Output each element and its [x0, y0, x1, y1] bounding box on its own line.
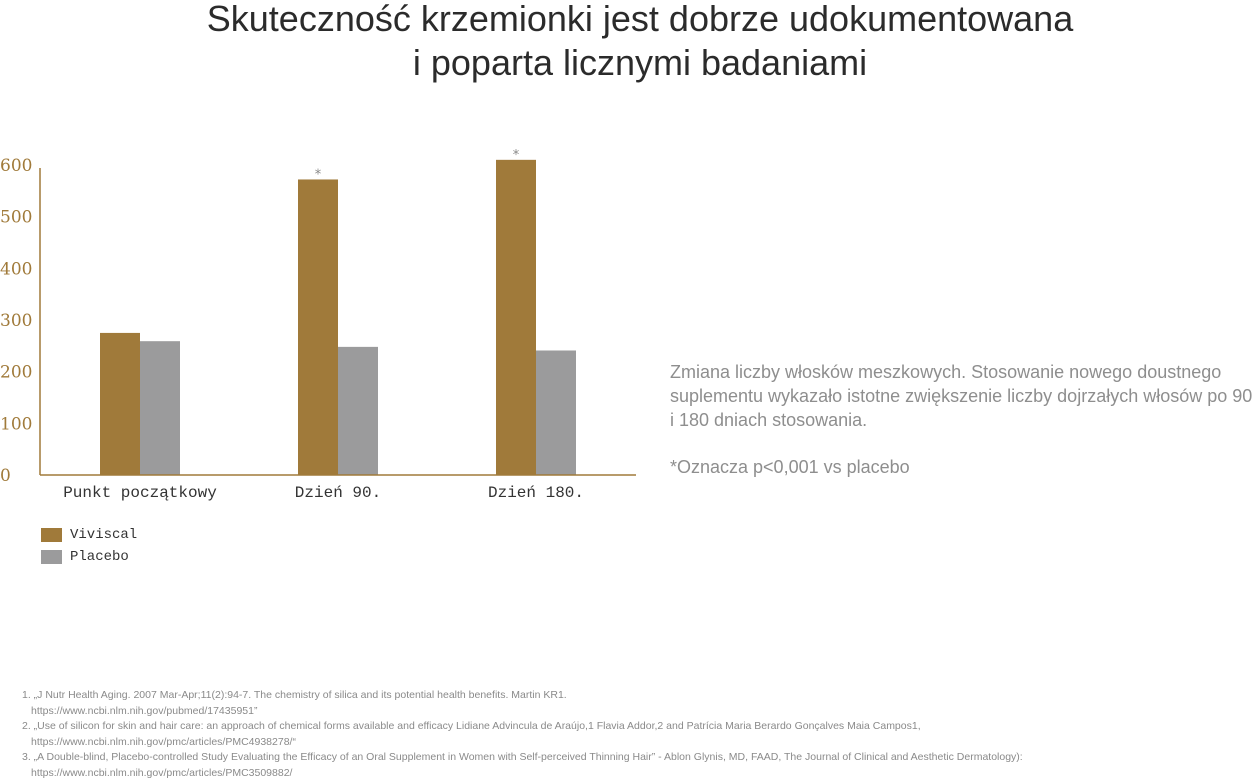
bars-group: [100, 159, 576, 476]
y-tick-label: 400: [0, 259, 32, 279]
reference-3-url: https://www.ncbi.nlm.nih.gov/pmc/article…: [31, 766, 293, 779]
caption-text: Zmiana liczby włosków meszkowych. Stosow…: [670, 362, 1252, 430]
bar-placebo-1: [140, 341, 180, 475]
reference-2-text: 2. „Use of silicon for skin and hair car…: [22, 720, 921, 732]
references: 1. „J Nutr Health Aging. 2007 Mar-Apr;11…: [22, 688, 1222, 781]
legend-item-placebo: Placebo: [41, 546, 137, 568]
reference-1-text: 1. „J Nutr Health Aging. 2007 Mar-Apr;11…: [22, 689, 567, 701]
significance-asterisk: *: [315, 167, 322, 182]
reference-3-text: 3. „A Double-blind, Placebo-controlled S…: [22, 751, 1023, 763]
x-axis-labels: Punkt początkowy Dzień 90. Dzień 180.: [63, 484, 584, 502]
y-tick-label: 100: [0, 414, 32, 434]
chart-legend: Viviscal Placebo: [41, 524, 137, 568]
y-tick-label: 0: [0, 466, 11, 486]
bar-viviscal-1: [100, 332, 140, 475]
page-title: Skuteczność krzemionki jest dobrze udoku…: [0, 0, 1252, 85]
bar-viviscal-2: [298, 179, 338, 475]
y-tick-label: 500: [0, 208, 32, 228]
legend-swatch-viviscal: [41, 528, 62, 542]
significance-markers: **: [315, 148, 520, 183]
legend-label-placebo: Placebo: [70, 549, 129, 565]
y-tick-label: 300: [0, 311, 32, 331]
title-line-1: Skuteczność krzemionki jest dobrze udoku…: [206, 0, 1074, 39]
reference-1-url: https://www.ncbi.nlm.nih.gov/pubmed/1743…: [31, 704, 258, 717]
reference-3: 3. „A Double-blind, Placebo-controlled S…: [22, 750, 1222, 781]
title-line-2: i poparta licznymi badaniami: [412, 42, 868, 83]
x-tick-label: Dzień 90.: [295, 484, 381, 502]
reference-2-url: https://www.ncbi.nlm.nih.gov/pmc/article…: [31, 735, 296, 748]
y-tick-label: 600: [0, 156, 32, 176]
reference-1: 1. „J Nutr Health Aging. 2007 Mar-Apr;11…: [22, 688, 1222, 719]
significance-asterisk: *: [513, 148, 520, 163]
legend-item-viviscal: Viviscal: [41, 524, 137, 546]
legend-label-viviscal: Viviscal: [70, 527, 138, 543]
y-tick-label: 200: [0, 363, 32, 383]
bar-placebo-2: [338, 346, 378, 475]
significance-note: *Oznacza p<0,001 vs placebo: [670, 457, 910, 477]
legend-swatch-placebo: [41, 550, 62, 564]
bar-placebo-3: [536, 350, 576, 475]
chart-caption: Zmiana liczby włosków meszkowych. Stosow…: [670, 360, 1252, 479]
x-tick-label: Dzień 180.: [488, 484, 584, 502]
reference-2: 2. „Use of silicon for skin and hair car…: [22, 719, 1222, 750]
x-tick-label: Punkt początkowy: [63, 484, 217, 502]
y-axis: 0 100 200 300 400 500 600: [0, 156, 32, 486]
bar-viviscal-3: [496, 159, 536, 476]
